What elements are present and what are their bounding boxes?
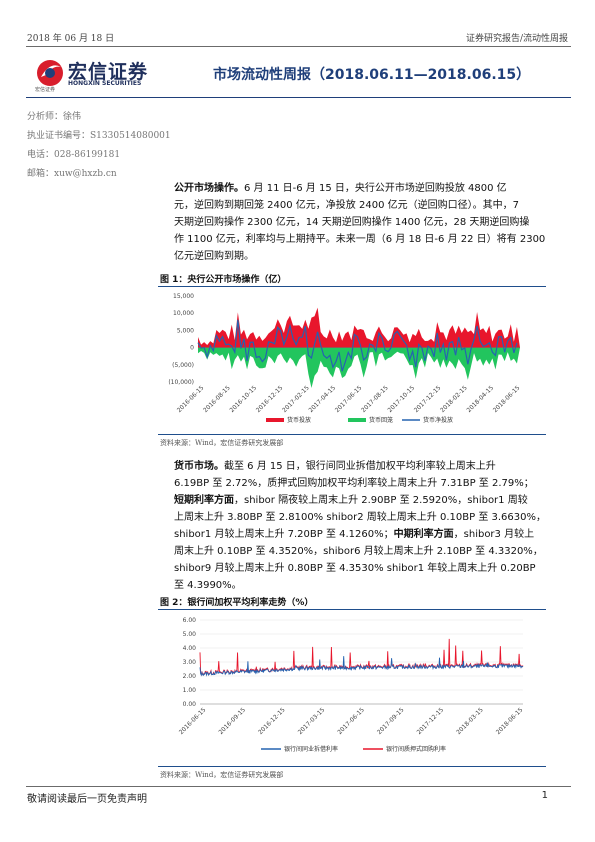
logo-mark-icon: [37, 60, 63, 86]
series-net-line: [197, 319, 518, 372]
x-tick-label: 2018-03-15: [455, 706, 485, 736]
page-title: 市场流动性周报（2018.06.11—2018.06.15）: [213, 67, 531, 83]
y-tick-label: 15,000: [173, 293, 194, 300]
logo-en: HONGXIN SECURITIES: [68, 80, 142, 87]
x-tick-label: 2017-06-15: [334, 384, 364, 414]
page-number: 1: [541, 790, 548, 801]
section1-bold-lead: 公开市场操作。: [174, 183, 244, 194]
series-withdrawal-area: [198, 347, 520, 388]
x-tick-label: 2016-09-15: [217, 706, 247, 736]
x-tick-label: 2018-02-15: [439, 384, 469, 414]
section1-line-4: 亿元逆回购到期。: [174, 251, 254, 262]
section2-line-7: 至 4.3990%。: [174, 580, 242, 591]
figure1-caption: 图 1：央行公开市场操作（亿）: [160, 275, 287, 285]
header-rule: [26, 46, 571, 47]
y-tick-label: 2.00: [183, 673, 197, 680]
figure1-top-rule: [158, 286, 546, 287]
y-tick-label: 4.00: [183, 645, 197, 652]
legend-label: 货币净投放: [423, 416, 453, 424]
open-market-chart: 15,000 10,000 5,000 0 (5,000) (10,000)2016-06…: [168, 293, 522, 424]
section1-line-2: 天期逆回购操作 2300 亿元，14 天期逆回购操作 1400 亿元，28 天期…: [174, 217, 530, 228]
x-tick-label: 2017-08-15: [360, 384, 390, 414]
section2-line-2: 短期利率方面，shibor 隔夜较上周末上升 2.90BP 至 2.5920%，…: [174, 495, 528, 506]
x-tick-label: 2017-10-15: [386, 384, 416, 414]
x-tick-label: 2018-06-15: [492, 384, 522, 414]
x-tick-label: 2017-04-15: [307, 384, 337, 414]
x-tick-label: 2016-06-15: [176, 384, 206, 414]
phone-label: 电话：: [27, 150, 55, 160]
company-logo: 宏信证券 HONGXIN SECURITIES 宏信证券: [35, 55, 160, 93]
x-tick-label: 2017-03-15: [297, 706, 327, 736]
section2-line-3: 上周末上升 3.80BP 至 2.8100% shibor2 周较上周末上升 0…: [174, 512, 546, 523]
figure2-source: 资料来源：Wind，宏信证券研究发展部: [160, 771, 284, 779]
x-tick-label: 2017-09-15: [376, 706, 406, 736]
y-tick-label: 3.00: [183, 659, 197, 666]
section1-line-3: 作 1100 亿元，利率均与上期持平。未来一周（6 月 18 日-6 月 22 …: [174, 234, 546, 245]
x-tick-label: 2016-08-15: [202, 384, 232, 414]
y-tick-label: 10,000: [173, 310, 194, 317]
legend-label: 货币回笼: [369, 416, 393, 424]
section2-line-6: shibor9 月较上周末上升 0.80BP 至 4.3530% shibor1…: [174, 563, 536, 574]
report-date: 2018 年 06 月 18 日: [27, 34, 115, 44]
x-tick-label: 2017-02-15: [281, 384, 311, 414]
section1-line-0: 公开市场操作。6 月 11 日-6 月 15 日，央行公开市场逆回购投放 480…: [174, 180, 554, 197]
legend-label: 银行间同业拆借利率: [284, 745, 338, 753]
figure1-bottom-rule: [158, 434, 546, 435]
x-tick-label: 2017-12-15: [416, 706, 446, 736]
section2-line-4: shibor1 月较上周末上升 7.20BP 至 4.1260%；中期利率方面，…: [174, 529, 535, 540]
x-tick-label: 2018-04-15: [465, 384, 495, 414]
figure2-bottom-rule: [158, 766, 546, 767]
x-tick-label: 2018-06-15: [495, 706, 525, 736]
y-tick-label: 0: [190, 345, 194, 352]
section-money-market: 货币市场。截至 6 月 15 日，银行间同业拆借加权平均利率较上周末上升 6.1…: [174, 458, 554, 594]
x-tick-label: 2016-10-15: [228, 384, 258, 414]
y-tick-label: 6.00: [183, 617, 197, 624]
y-tick-label: 5,000: [177, 327, 194, 334]
y-tick-label: 0.00: [183, 701, 197, 708]
logo-sub: 宏信证券: [35, 87, 56, 93]
cert-number: S1330514080001: [90, 131, 171, 141]
series-repo-rate-line: [199, 638, 524, 677]
x-tick-label: 2017-12-15: [413, 384, 443, 414]
figure2-caption: 图 2：银行间加权平均利率走势（%）: [160, 598, 314, 608]
logo-cn: 宏信证券: [68, 61, 149, 83]
figure2-top-rule: [158, 609, 546, 610]
section1-line-1: 元，逆回购到期回笼 2400 亿元，净投放 2400 亿元（逆回购口径）。其中，…: [174, 200, 519, 211]
footer-rule: [26, 786, 571, 787]
x-tick-label: 2016-12-15: [257, 706, 287, 736]
section2-line-0: 货币市场。截至 6 月 15 日，银行间同业拆借加权平均利率较上周末上升: [174, 461, 496, 472]
email-label: 邮箱：: [27, 169, 55, 179]
phone-number: 028-86199181: [54, 150, 121, 160]
section2-line-1: 6.19BP 至 2.72%，质押式回购加权平均利率较上周末上升 7.31BP …: [174, 478, 534, 489]
analyst-label: 分析师：: [27, 112, 64, 122]
series-injection-area: [198, 307, 520, 348]
x-tick-label: 2016-12-15: [255, 384, 285, 414]
report-category: 证券研究报告/流动性周报: [465, 34, 568, 44]
title-rule: [26, 97, 571, 98]
y-tick-label: (10,000): [168, 379, 194, 386]
disclaimer-link[interactable]: 敬请阅读最后一页免责声明: [27, 794, 147, 805]
analyst-block: 分析师：徐伟 执业证书编号：S1330514080001 电话：028-8619…: [27, 106, 171, 182]
legend-swatch: [348, 418, 366, 422]
legend-label: 银行间质押式回购利率: [386, 745, 446, 753]
legend-swatch: [266, 418, 284, 422]
section2-line-5: 周末上升 0.10BP 至 4.3520%，shibor6 月较上周末上升 2.…: [174, 546, 543, 557]
analyst-name: 徐伟: [63, 112, 82, 122]
email-link[interactable]: xuw@hxzb.cn: [54, 169, 117, 179]
y-tick-label: 1.00: [183, 687, 197, 694]
figure1-source: 资料来源：Wind，宏信证券研究发展部: [160, 439, 284, 447]
series-interbank-rate-line: [199, 656, 524, 677]
section-open-market: 公开市场操作。6 月 11 日-6 月 15 日，央行公开市场逆回购投放 480…: [174, 180, 554, 265]
y-tick-label: 5.00: [183, 631, 197, 638]
x-tick-label: 2017-06-15: [336, 706, 366, 736]
y-tick-label: (5,000): [172, 362, 194, 369]
x-tick-label: 2016-06-15: [178, 706, 208, 736]
legend-label: 货币投放: [287, 416, 311, 424]
cert-label: 执业证书编号：: [27, 131, 91, 141]
section1-line0-rest: 6 月 11 日-6 月 15 日，央行公开市场逆回购投放 4800 亿: [244, 183, 507, 194]
